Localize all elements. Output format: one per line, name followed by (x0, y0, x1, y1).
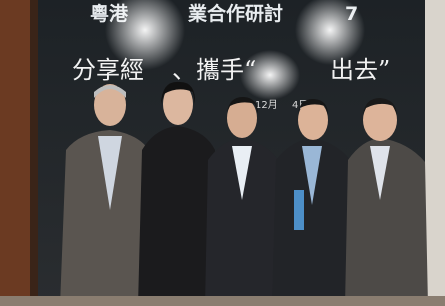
light-glare (240, 50, 300, 100)
floor (0, 296, 445, 306)
pillar-edge (30, 0, 38, 306)
wooden-pillar (0, 0, 30, 306)
banner-text: 12月 (255, 99, 278, 111)
page: 粵港 業合作研討 7 分享經 、攜手“ 出去” 12月 4日 (0, 0, 445, 306)
right-wall (425, 0, 445, 306)
photo: 粵港 業合作研討 7 分享經 、攜手“ 出去” 12月 4日 (0, 0, 445, 306)
banner-text: 業合作研討 (187, 2, 283, 25)
